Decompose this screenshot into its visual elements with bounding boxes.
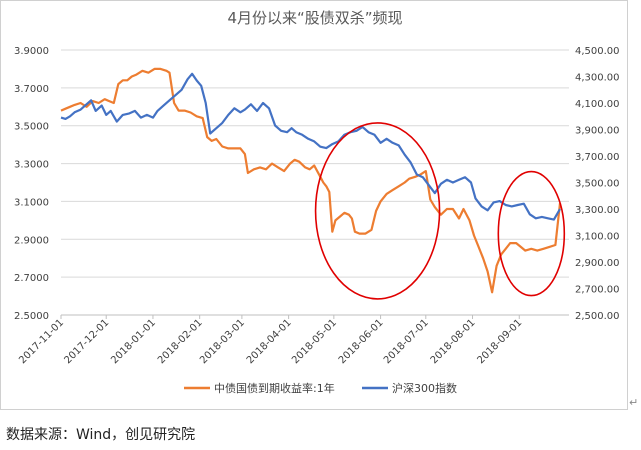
x-tick-label: 2018-01-01 xyxy=(109,317,158,366)
y-left-tick-label: 3.5000 xyxy=(14,122,49,133)
y-right-tick-label: 4,300.00 xyxy=(575,73,620,84)
y-right-tick-label: 3,700.00 xyxy=(575,152,620,163)
y-right-tick-label: 2,500.00 xyxy=(575,311,620,322)
y-left-tick-label: 3.9000 xyxy=(14,46,49,57)
y-left-tick-label: 3.3000 xyxy=(14,160,49,171)
x-tick-label: 2017-11-01 xyxy=(17,317,66,366)
chart: 4月份以来“股债双杀”频现 2.5000 2.7000 2.9000 3.1000 3.3… xyxy=(14,9,620,395)
y-right-tick-label: 2,700.00 xyxy=(575,285,620,296)
y-left-tick-label: 2.7000 xyxy=(14,273,49,284)
y-right-tick-label: 3,300.00 xyxy=(575,205,620,216)
highlight-ellipse xyxy=(497,170,566,297)
series-line-bond-yield xyxy=(60,67,562,294)
y-left-tick-label: 2.5000 xyxy=(14,311,49,322)
series-line-csi300 xyxy=(60,72,561,221)
y-left-tick-label: 3.7000 xyxy=(14,84,49,95)
source-caption: 数据来源：Wind，创见研究院 xyxy=(6,427,196,443)
paragraph-mark: ↵ xyxy=(629,396,639,409)
x-tick-label: 2018-06-01 xyxy=(337,317,386,366)
x-tick-label: 2018-04-01 xyxy=(245,317,294,366)
chart-title: 4月份以来“股债双杀”频现 xyxy=(227,9,402,27)
x-tick-label: 2018-07-01 xyxy=(382,317,431,366)
chart-frame: 4月份以来“股债双杀”频现 2.5000 2.7000 2.9000 3.1000 3.3… xyxy=(0,0,628,410)
legend-label-bond-yield: 中债国债到期收益率:1年 xyxy=(214,381,335,395)
y-right-tick-label: 2,900.00 xyxy=(575,258,620,269)
y-left-tick-label: 3.1000 xyxy=(14,197,49,208)
y-right-tick-label: 3,900.00 xyxy=(575,126,620,137)
y-right-tick-label: 3,100.00 xyxy=(575,232,620,243)
x-tick-label: 2018-03-01 xyxy=(198,317,247,366)
highlight-ellipse xyxy=(314,122,441,300)
x-tick-label: 2018-05-01 xyxy=(290,317,339,366)
y-right-tick-label: 4,500.00 xyxy=(575,46,620,57)
x-tick-label: 2018-09-01 xyxy=(475,317,524,366)
x-tick-label: 2017-12-01 xyxy=(62,317,111,366)
y-right-tick-label: 4,100.00 xyxy=(575,99,620,110)
y-right-tick-label: 3,500.00 xyxy=(575,179,620,190)
x-tick-label: 2018-08-01 xyxy=(429,317,478,366)
legend-label-csi300: 沪深300指数 xyxy=(392,381,457,395)
y-left-tick-label: 2.9000 xyxy=(14,235,49,246)
